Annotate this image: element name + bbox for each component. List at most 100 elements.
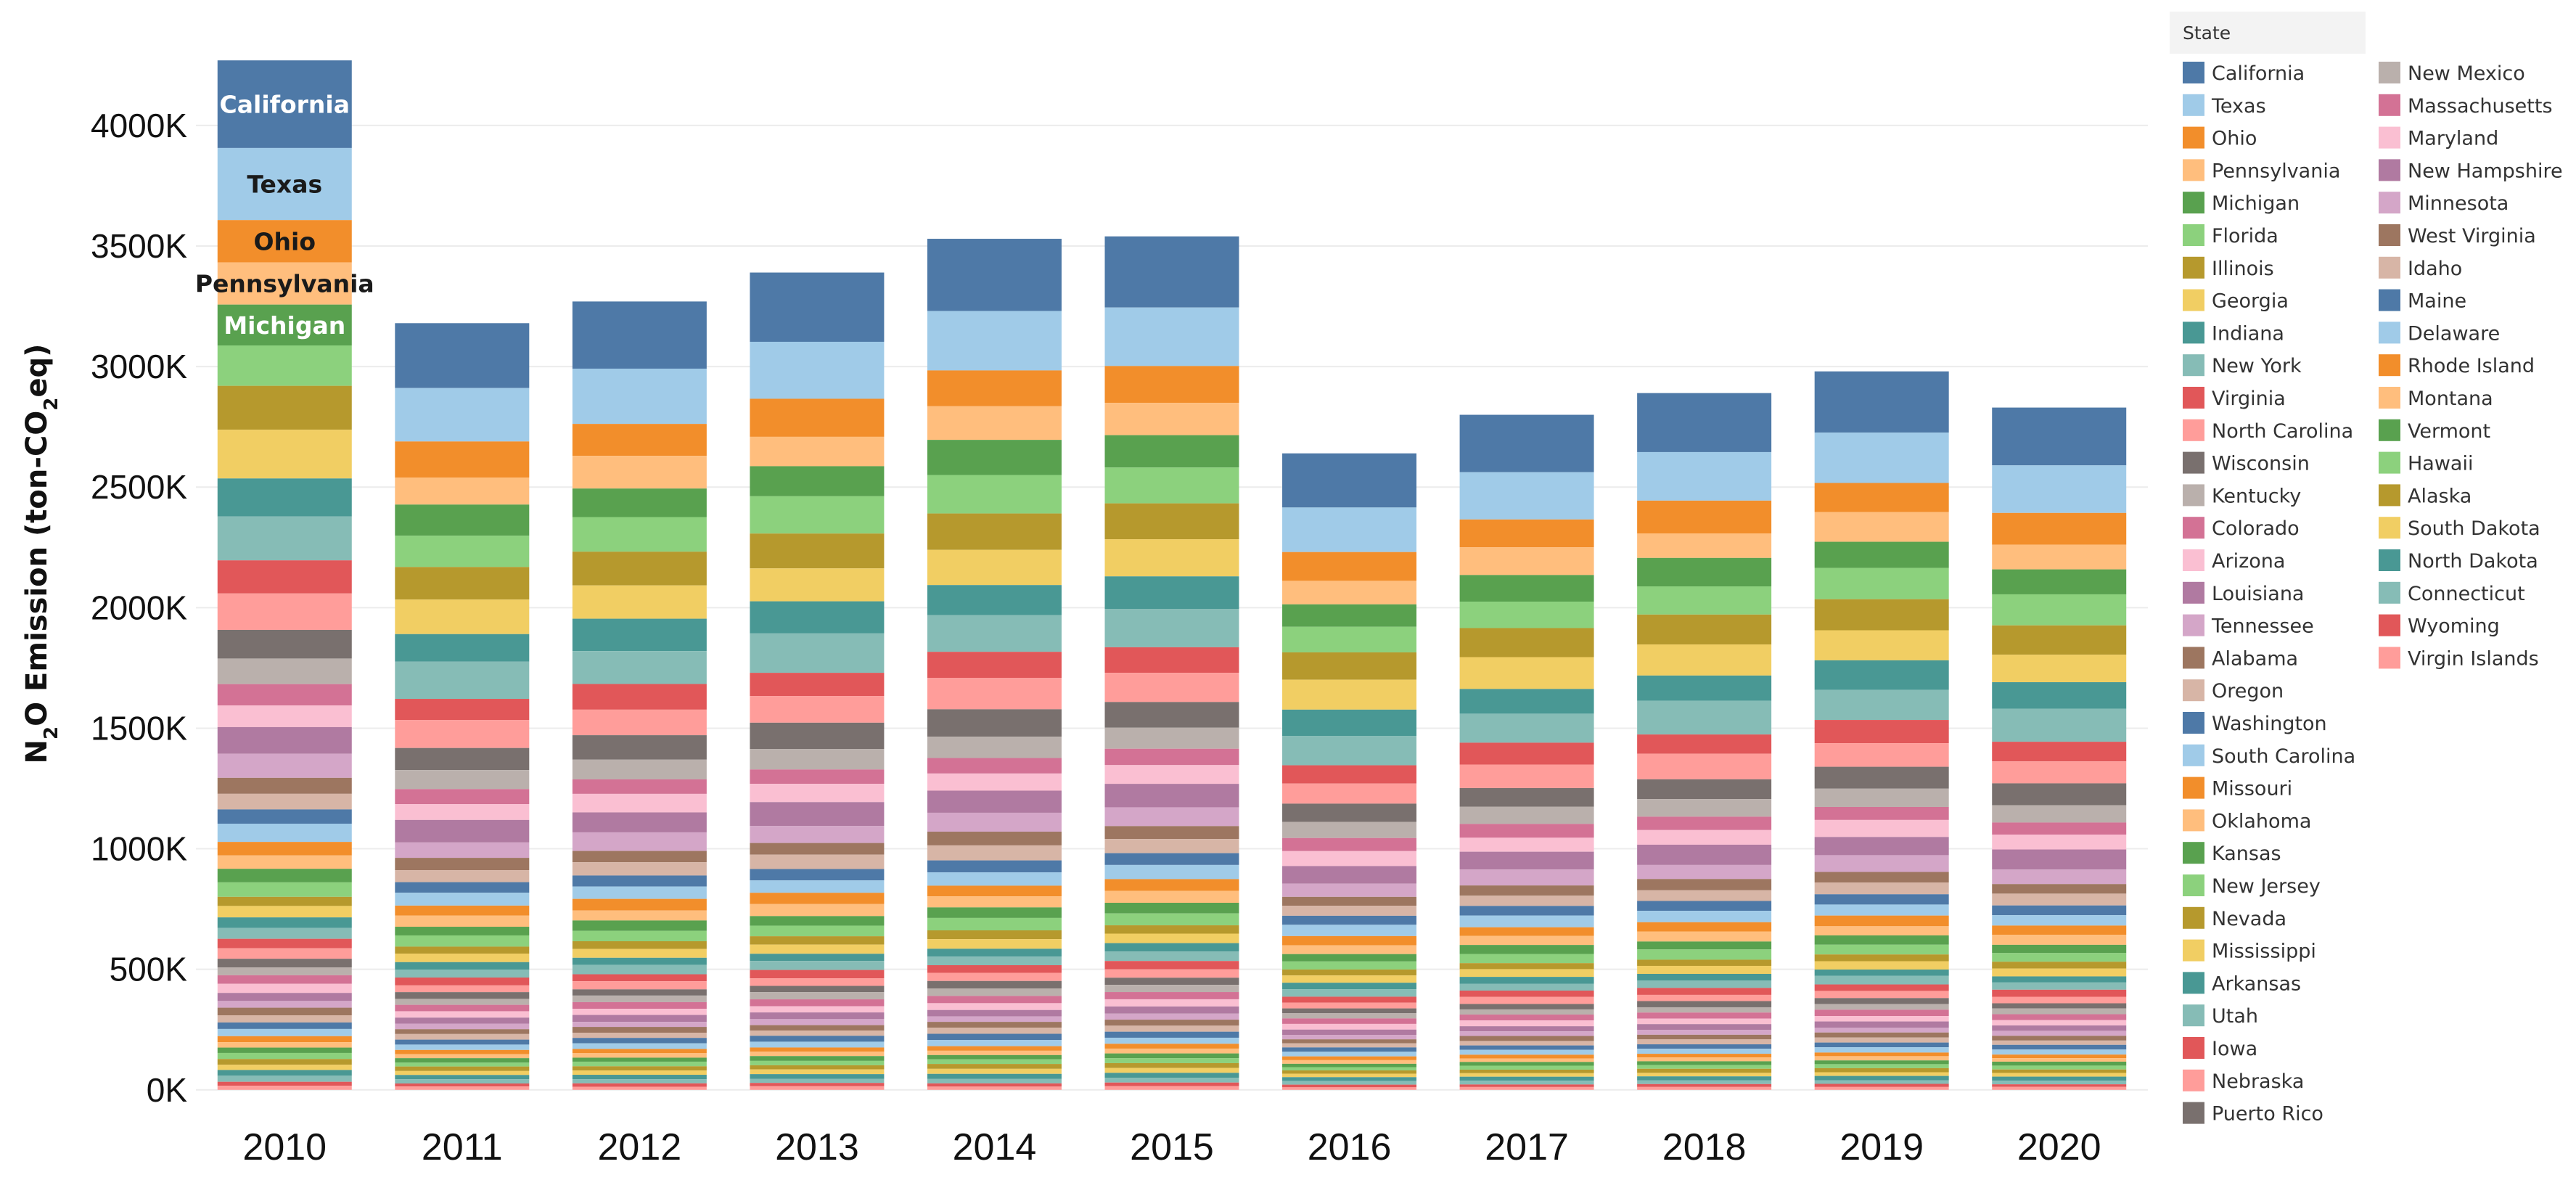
bar-segment[interactable]	[1992, 1076, 2127, 1081]
bar-segment[interactable]	[750, 1074, 885, 1079]
bar-segment[interactable]	[1814, 961, 1949, 970]
legend-item-label[interactable]: New York	[2212, 355, 2302, 377]
bar-segment[interactable]	[1282, 1008, 1417, 1014]
bar-segment[interactable]	[1637, 1086, 1772, 1090]
bar-segment[interactable]	[572, 832, 707, 851]
legend-item-label[interactable]: Montana	[2408, 388, 2493, 410]
bar-segment[interactable]	[572, 368, 707, 425]
bar-segment[interactable]	[1992, 1086, 2127, 1090]
bar-segment[interactable]	[1992, 625, 2127, 655]
bar-segment[interactable]	[1104, 609, 1239, 647]
bar-segment[interactable]	[217, 917, 352, 928]
legend-swatch[interactable]	[2379, 451, 2400, 474]
bar-segment[interactable]	[927, 737, 1062, 758]
bar-segment[interactable]	[1637, 586, 1772, 615]
bar-segment[interactable]	[1459, 1062, 1594, 1066]
bar-segment[interactable]	[1104, 702, 1239, 728]
bar-segment[interactable]	[1104, 1058, 1239, 1063]
bar-segment[interactable]	[217, 705, 352, 727]
bar-segment[interactable]	[927, 678, 1062, 710]
bar-segment[interactable]	[927, 549, 1062, 586]
bar-segment[interactable]	[1814, 1064, 1949, 1068]
bar-segment[interactable]	[572, 941, 707, 949]
bar-segment[interactable]	[1992, 708, 2127, 742]
bar-segment[interactable]	[395, 388, 530, 442]
legend-swatch[interactable]	[2183, 62, 2204, 83]
legend-item-label[interactable]: Nebraska	[2212, 1070, 2304, 1093]
bar-segment[interactable]	[217, 726, 352, 754]
bar-segment[interactable]	[1637, 879, 1772, 890]
bar-segment[interactable]	[1637, 500, 1772, 534]
legend-item-label[interactable]: Arizona	[2212, 550, 2285, 573]
legend-item-label[interactable]: Wyoming	[2408, 615, 2500, 638]
bar-segment[interactable]	[1459, 1026, 1594, 1032]
bar-segment[interactable]	[217, 927, 352, 939]
bar-segment[interactable]	[1459, 472, 1594, 520]
legend-item-label[interactable]: Washington	[2212, 713, 2327, 735]
legend-swatch[interactable]	[2379, 581, 2400, 604]
bar-segment[interactable]	[1459, 787, 1594, 807]
legend-swatch[interactable]	[2183, 484, 2204, 507]
bar-segment[interactable]	[750, 272, 885, 342]
bar-segment[interactable]	[1814, 855, 1949, 872]
bar-segment[interactable]	[1814, 872, 1949, 883]
legend-swatch[interactable]	[2183, 679, 2204, 702]
bar-segment[interactable]	[395, 1079, 530, 1084]
bar-segment[interactable]	[1637, 844, 1772, 865]
legend-item-label[interactable]: California	[2212, 62, 2305, 85]
bar-segment[interactable]	[1637, 973, 1772, 980]
legend-item-label[interactable]: Idaho	[2408, 258, 2462, 280]
bar-segment[interactable]	[572, 1053, 707, 1058]
bar-segment[interactable]	[1814, 837, 1949, 856]
legend-item-label[interactable]: Pennsylvania	[2212, 160, 2340, 182]
bar-segment[interactable]	[1104, 879, 1239, 891]
bar-segment[interactable]	[1814, 904, 1949, 916]
bar-segment[interactable]	[1459, 1036, 1594, 1041]
legend-item-label[interactable]: Kentucky	[2212, 485, 2301, 507]
legend-swatch[interactable]	[2379, 289, 2400, 311]
bar-segment[interactable]	[217, 1065, 352, 1070]
bar-segment[interactable]	[395, 927, 530, 935]
bar-segment[interactable]	[1814, 1016, 1949, 1022]
bar-segment[interactable]	[750, 925, 885, 937]
bar-segment[interactable]	[572, 618, 707, 652]
bar-segment[interactable]	[395, 1086, 530, 1090]
bar-segment[interactable]	[1282, 969, 1417, 976]
bar-segment[interactable]	[1282, 945, 1417, 954]
bar-segment[interactable]	[1637, 644, 1772, 676]
bar-segment[interactable]	[1459, 1041, 1594, 1046]
bar-segment[interactable]	[1282, 822, 1417, 838]
bar-segment[interactable]	[395, 1075, 530, 1080]
bar-segment[interactable]	[927, 812, 1062, 832]
bar-segment[interactable]	[572, 1079, 707, 1083]
bar-segment[interactable]	[1814, 371, 1949, 433]
bar-segment[interactable]	[572, 1043, 707, 1049]
bar-segment[interactable]	[1282, 1084, 1417, 1088]
bar-segment[interactable]	[1104, 467, 1239, 504]
bar-segment[interactable]	[572, 1086, 707, 1090]
legend-swatch[interactable]	[2183, 451, 2204, 474]
bar-segment[interactable]	[1104, 1053, 1239, 1059]
bar-segment[interactable]	[395, 905, 530, 916]
bar-segment[interactable]	[1104, 807, 1239, 827]
bar-segment[interactable]	[1637, 965, 1772, 974]
legend-item-label[interactable]: Oklahoma	[2212, 810, 2311, 832]
bar-segment[interactable]	[1992, 544, 2127, 570]
bar-segment[interactable]	[1992, 594, 2127, 626]
bar-segment[interactable]	[1637, 1001, 1772, 1007]
bar-segment[interactable]	[1282, 1070, 1417, 1074]
legend-item-label[interactable]: New Mexico	[2408, 62, 2525, 85]
bar-segment[interactable]	[1637, 901, 1772, 911]
bar-segment[interactable]	[1104, 826, 1239, 840]
legend-item-label[interactable]: Iowa	[2212, 1038, 2257, 1060]
bar-segment[interactable]	[572, 957, 707, 965]
bar-segment[interactable]	[1459, 575, 1594, 602]
bar-segment[interactable]	[395, 1054, 530, 1059]
bar-segment[interactable]	[1992, 1061, 2127, 1066]
legend-item-label[interactable]: Georgia	[2212, 290, 2289, 313]
bar-segment[interactable]	[750, 722, 885, 750]
bar-segment[interactable]	[927, 832, 1062, 845]
bar-segment[interactable]	[1637, 1034, 1772, 1039]
bar-segment[interactable]	[395, 893, 530, 906]
legend-swatch[interactable]	[2183, 289, 2204, 311]
